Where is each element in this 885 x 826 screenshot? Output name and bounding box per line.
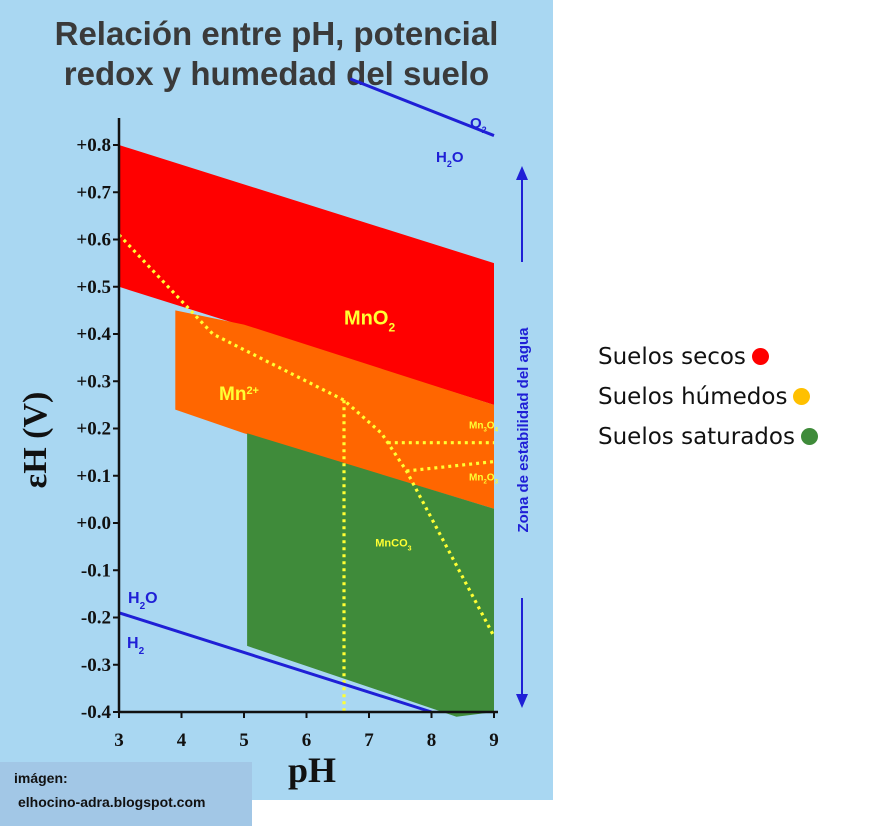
x-tick-label: 6 (302, 730, 312, 751)
y-tick-label: -0.3 (81, 655, 111, 676)
credit-url: elhocino-adra.blogspot.com (18, 794, 206, 810)
label-mno2: MnO2 (344, 308, 395, 335)
legend-label: Suelos húmedos (598, 384, 788, 410)
dotted-boundary-mn2o3 (406, 460, 495, 473)
x-tick-label: 3 (114, 730, 124, 751)
label-mn2o3: Mn2O3 (469, 472, 499, 485)
label-h2: H2 (127, 635, 145, 657)
x-tick-label: 9 (489, 730, 499, 751)
chart-title: Relación entre pH, potencial redox y hum… (0, 14, 553, 94)
image-credit: imágen: elhocino-adra.blogspot.com (0, 762, 252, 826)
y-tick-label: +0.5 (76, 277, 111, 298)
water-upper-line (349, 77, 495, 137)
legend: Suelos secos Suelos húmedos Suelos satur… (598, 340, 818, 460)
x-tick-label: 4 (177, 730, 187, 751)
x-tick-label: 5 (239, 730, 249, 751)
region-mnco3 (247, 433, 494, 717)
y-axis-label: εH (V) (17, 392, 54, 489)
chart-title-line1: Relación entre pH, potencial (54, 15, 499, 52)
red-dot-icon (751, 348, 769, 365)
y-tick-label: +0.4 (76, 324, 111, 345)
legend-label: Suelos secos (598, 344, 746, 370)
arrow-down-icon (516, 694, 528, 708)
legend-item-suelos-secos: Suelos secos (598, 340, 818, 380)
water-stability-label: Zona de estabilidad del agua (515, 327, 532, 533)
x-axis-label: pH (288, 750, 336, 790)
legend-item-suelos-humedos: Suelos húmedos (598, 380, 818, 420)
y-tick-label: -0.4 (81, 702, 112, 723)
legend-label: Suelos saturados (598, 424, 795, 450)
y-tick-label: +0.8 (76, 135, 111, 156)
label-mn2plus: Mn2+ (219, 384, 259, 405)
y-tick-label: +0.7 (76, 182, 111, 203)
y-tick-label: -0.2 (81, 608, 111, 629)
yellow-dot-icon (793, 388, 811, 405)
legend-item-suelos-saturados: Suelos saturados (598, 420, 818, 460)
label-h2o-top: H2O (436, 149, 464, 169)
plot-area: MnO2 Mn2+ MnCO3 Mn3O4 Mn2O3 O2 H2O H2O H2 Zona de… (17, 77, 532, 790)
region-mn2plus (175, 310, 495, 509)
y-tick-label: +0.1 (76, 466, 111, 487)
arrow-up-icon (516, 166, 528, 180)
region-mno2 (119, 145, 494, 405)
label-o2: O2 (470, 115, 487, 135)
label-mn3o4: Mn3O4 (469, 421, 499, 434)
y-tick-label: +0.2 (76, 419, 111, 440)
figure-panel: Relación entre pH, potencial redox y hum… (0, 0, 553, 800)
y-tick-label: -0.1 (81, 560, 111, 581)
credit-label: imágen: (14, 770, 68, 786)
label-mnco3: MnCO3 (375, 538, 411, 553)
x-tick-label: 7 (364, 730, 374, 751)
green-dot-icon (800, 428, 818, 445)
y-tick-label: +0.0 (76, 513, 111, 534)
chart-title-line2: redox y humedad del suelo (63, 55, 490, 92)
y-tick-label: +0.6 (76, 230, 111, 251)
x-tick-label: 8 (427, 730, 437, 751)
water-lower-line (118, 611, 432, 714)
y-tick-label: +0.3 (76, 371, 111, 392)
label-h2o-bottom: H2O (128, 590, 158, 612)
dotted-boundary-main (117, 233, 496, 638)
